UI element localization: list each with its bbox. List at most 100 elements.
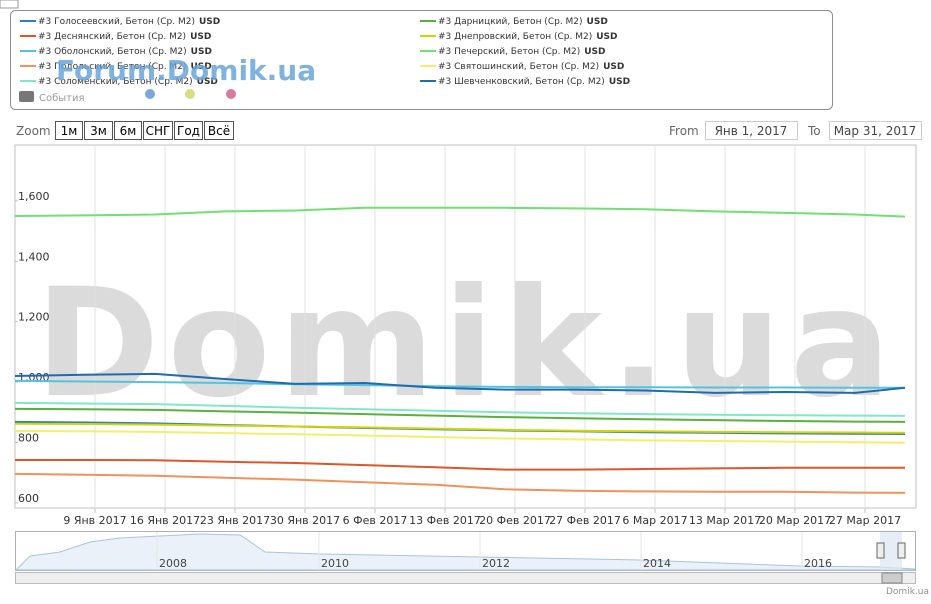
legend-unit: USD: [609, 77, 630, 87]
legend-unit: USD: [603, 62, 624, 72]
legend-unit: USD: [587, 17, 608, 27]
legend-item[interactable]: #3 Шевченковский, Бетон (Ср. М2) USD: [420, 77, 630, 87]
legend-label: #3 Подольский, Бетон (Ср. М2) USD: [38, 62, 212, 72]
legend-label: #3 Днепровский, Бетон (Ср. М2) USD: [438, 32, 618, 42]
scrollbar[interactable]: [15, 572, 916, 584]
to-label: To: [807, 124, 821, 138]
legend-unit: USD: [190, 62, 211, 72]
legend-unit: USD: [197, 77, 218, 87]
x-tick-label: 16 Янв 2017: [130, 514, 200, 527]
watermark: Forum.Domik.ua: [56, 54, 316, 87]
zoom-button-label[interactable]: Год: [177, 124, 200, 138]
events-swatch[interactable]: [19, 91, 34, 102]
series-line: [14, 379, 905, 389]
series-line: [14, 472, 906, 494]
legend-item[interactable]: #3 Голосеевский, Бетон (Ср. М2) USD: [20, 17, 220, 27]
navigator-selection: [880, 532, 902, 570]
legend-item[interactable]: #3 Оболонский, Бетон (Ср. М2) USD: [20, 47, 212, 57]
series-line: [14, 430, 906, 444]
y-tick-label: 800: [18, 431, 39, 444]
zoom-button-label[interactable]: 1м: [61, 124, 78, 138]
legend-label: #3 Шевченковский, Бетон (Ср. М2) USD: [438, 77, 630, 87]
from-value[interactable]: Янв 1, 2017: [715, 124, 788, 138]
series-line: [14, 401, 906, 417]
x-tick-label: 20 Фев 2017: [479, 514, 551, 527]
zoom-button[interactable]: [84, 121, 113, 140]
y-tick-label: 600: [18, 492, 39, 505]
legend-box: [10, 10, 833, 110]
corner-handle: [0, 0, 19, 9]
zoom-button-label[interactable]: СНГ: [146, 124, 171, 138]
x-tick-label: 27 Фев 2017: [549, 514, 621, 527]
legend-name: #3 Дарницкий, Бетон (Ср. М2): [438, 17, 583, 27]
zoom-button[interactable]: [114, 121, 142, 140]
legend-item[interactable]: #3 Деснянский, Бетон (Ср. М2) USD: [20, 32, 211, 42]
legend-name: #3 Голосеевский, Бетон (Ср. М2): [38, 17, 195, 27]
plot: Domik.ua 9 Янв 2017 16 Янв 2017 23 Янв 2017…: [14, 145, 906, 527]
zoom-button-label[interactable]: 3м: [90, 124, 107, 138]
legend-unit: USD: [596, 32, 617, 42]
event-dot: [226, 89, 236, 99]
legend-item[interactable]: #3 Печерский, Бетон (Ср. М2) USD: [420, 47, 606, 57]
legend-name: #3 Соломенский, Бетон (Ср. М2): [38, 77, 193, 87]
zoom-button[interactable]: [204, 121, 234, 140]
legend-label: #3 Святошинский, Бетон (Ср. М2) USD: [438, 62, 624, 72]
legend-label: #3 Деснянский, Бетон (Ср. М2) USD: [38, 32, 211, 42]
legend-label: #3 Голосеевский, Бетон (Ср. М2) USD: [38, 17, 220, 27]
legend-name: #3 Печерский, Бетон (Ср. М2): [438, 47, 580, 57]
legend-label: #3 Печерский, Бетон (Ср. М2) USD: [438, 47, 606, 57]
legend-item[interactable]: #3 Подольский, Бетон (Ср. М2) USD: [20, 62, 212, 72]
legend-unit: USD: [199, 17, 220, 27]
zoom-button[interactable]: [143, 121, 173, 140]
zoom-button[interactable]: [174, 121, 203, 140]
legend-name: #3 Оболонский, Бетон (Ср. М2): [38, 47, 187, 57]
legend-name: #3 Шевченковский, Бетон (Ср. М2): [438, 77, 605, 87]
zoom-label: Zoom: [16, 124, 51, 138]
event-dot: [185, 89, 195, 99]
event-dot: [145, 89, 155, 99]
navigator-year: 2010: [321, 557, 349, 570]
x-tick-label: 6 Мар 2017: [622, 514, 687, 527]
legend-name: #3 Подольский, Бетон (Ср. М2): [38, 62, 186, 72]
zoom-button-label[interactable]: 6м: [120, 124, 137, 138]
legend-unit: USD: [190, 32, 211, 42]
y-tick-label: 1,200: [18, 311, 50, 324]
x-tick-label: 13 Мар 2017: [689, 514, 761, 527]
navigator-year: 2014: [643, 557, 671, 570]
y-tick-label: 1,600: [18, 190, 50, 203]
to-value[interactable]: Мар 31, 2017: [834, 124, 917, 138]
navigator-handle[interactable]: [897, 542, 906, 559]
legend-label: #3 Оболонский, Бетон (Ср. М2) USD: [38, 47, 212, 57]
x-tick-label: 20 Мар 2017: [759, 514, 831, 527]
y-tick-label: 1,400: [18, 250, 50, 263]
legend-item[interactable]: #3 Соломенский, Бетон (Ср. М2) USD: [20, 77, 218, 87]
to-input[interactable]: [829, 121, 922, 140]
navigator-year: 2008: [159, 557, 187, 570]
events-label[interactable]: События: [39, 93, 85, 104]
legend-item[interactable]: #3 Днепровский, Бетон (Ср. М2) USD: [420, 32, 618, 42]
zoom-button[interactable]: [55, 121, 83, 140]
legend-name: #3 Святошинский, Бетон (Ср. М2): [438, 62, 599, 72]
x-tick-label: 23 Янв 2017: [200, 514, 270, 527]
credits[interactable]: Domik.ua: [886, 587, 929, 597]
legend-name: #3 Днепровский, Бетон (Ср. М2): [438, 32, 592, 42]
series-line: [14, 407, 906, 423]
from-label: From: [669, 124, 699, 138]
from-input[interactable]: [705, 121, 798, 140]
plot-border: [14, 144, 917, 509]
legend-item[interactable]: #3 Святошинский, Бетон (Ср. М2) USD: [420, 62, 624, 72]
navigator-year: 2012: [482, 557, 510, 570]
x-tick-label: 6 Фев 2017: [343, 514, 408, 527]
legend-name: #3 Деснянский, Бетон (Ср. М2): [38, 32, 186, 42]
legend-unit: USD: [191, 47, 212, 57]
legend-item[interactable]: #3 Дарницкий, Бетон (Ср. М2) USD: [420, 17, 608, 27]
legend-unit: USD: [584, 47, 605, 57]
scrollbar-thumb[interactable]: [881, 572, 903, 584]
navigator-handle[interactable]: [876, 542, 885, 559]
series-line: [14, 206, 906, 218]
legend-label: #3 Дарницкий, Бетон (Ср. М2) USD: [438, 17, 608, 27]
x-tick-label: 13 Фев 2017: [409, 514, 481, 527]
navigator-year: 2016: [804, 557, 832, 570]
series-line: [15, 459, 905, 471]
zoom-button-label[interactable]: Всё: [208, 124, 230, 138]
